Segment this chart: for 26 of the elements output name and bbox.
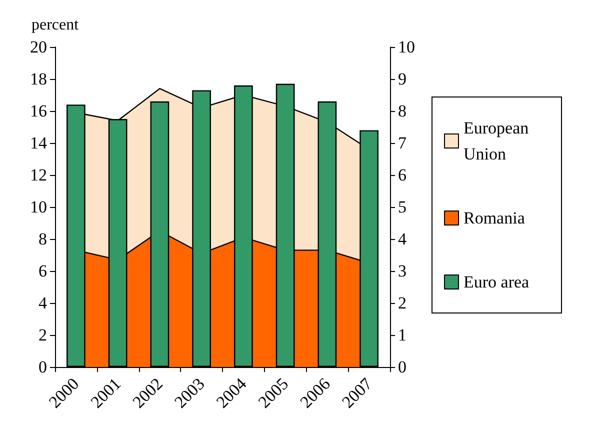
y2-tick-label: 6 xyxy=(398,166,406,184)
y-tick-label: 12 xyxy=(30,166,47,184)
y-tick-label: 0 xyxy=(38,358,47,376)
y-tick-label: 16 xyxy=(30,102,47,120)
y2-tick-label: 1 xyxy=(398,326,406,344)
y-tick-label: 14 xyxy=(30,134,48,152)
y2-tick-label: 10 xyxy=(398,38,415,56)
y-tick-label: 6 xyxy=(38,262,47,280)
y-tick-label: 8 xyxy=(38,230,47,248)
y2-tick-label: 2 xyxy=(398,294,406,312)
y-tick-label: 4 xyxy=(38,294,48,312)
y-tick-label: 2 xyxy=(38,326,47,344)
y-tick-label: 18 xyxy=(30,70,47,88)
y-tick-label: 10 xyxy=(30,198,47,216)
y2-tick-label: 9 xyxy=(398,70,406,88)
legend-label: Euro area xyxy=(464,272,530,292)
y2-tick-label: 5 xyxy=(398,198,406,216)
y2-tick-label: 7 xyxy=(398,134,407,152)
legend-label: European Union xyxy=(464,118,533,164)
y2-tick-label: 3 xyxy=(398,262,406,280)
y-axis-title: percent xyxy=(31,16,80,34)
y2-tick-label: 0 xyxy=(398,358,406,376)
y2-tick-label: 8 xyxy=(398,102,406,120)
y2-tick-label: 4 xyxy=(398,230,407,248)
y-tick-label: 20 xyxy=(30,38,47,56)
legend-label: Romania xyxy=(464,208,526,228)
